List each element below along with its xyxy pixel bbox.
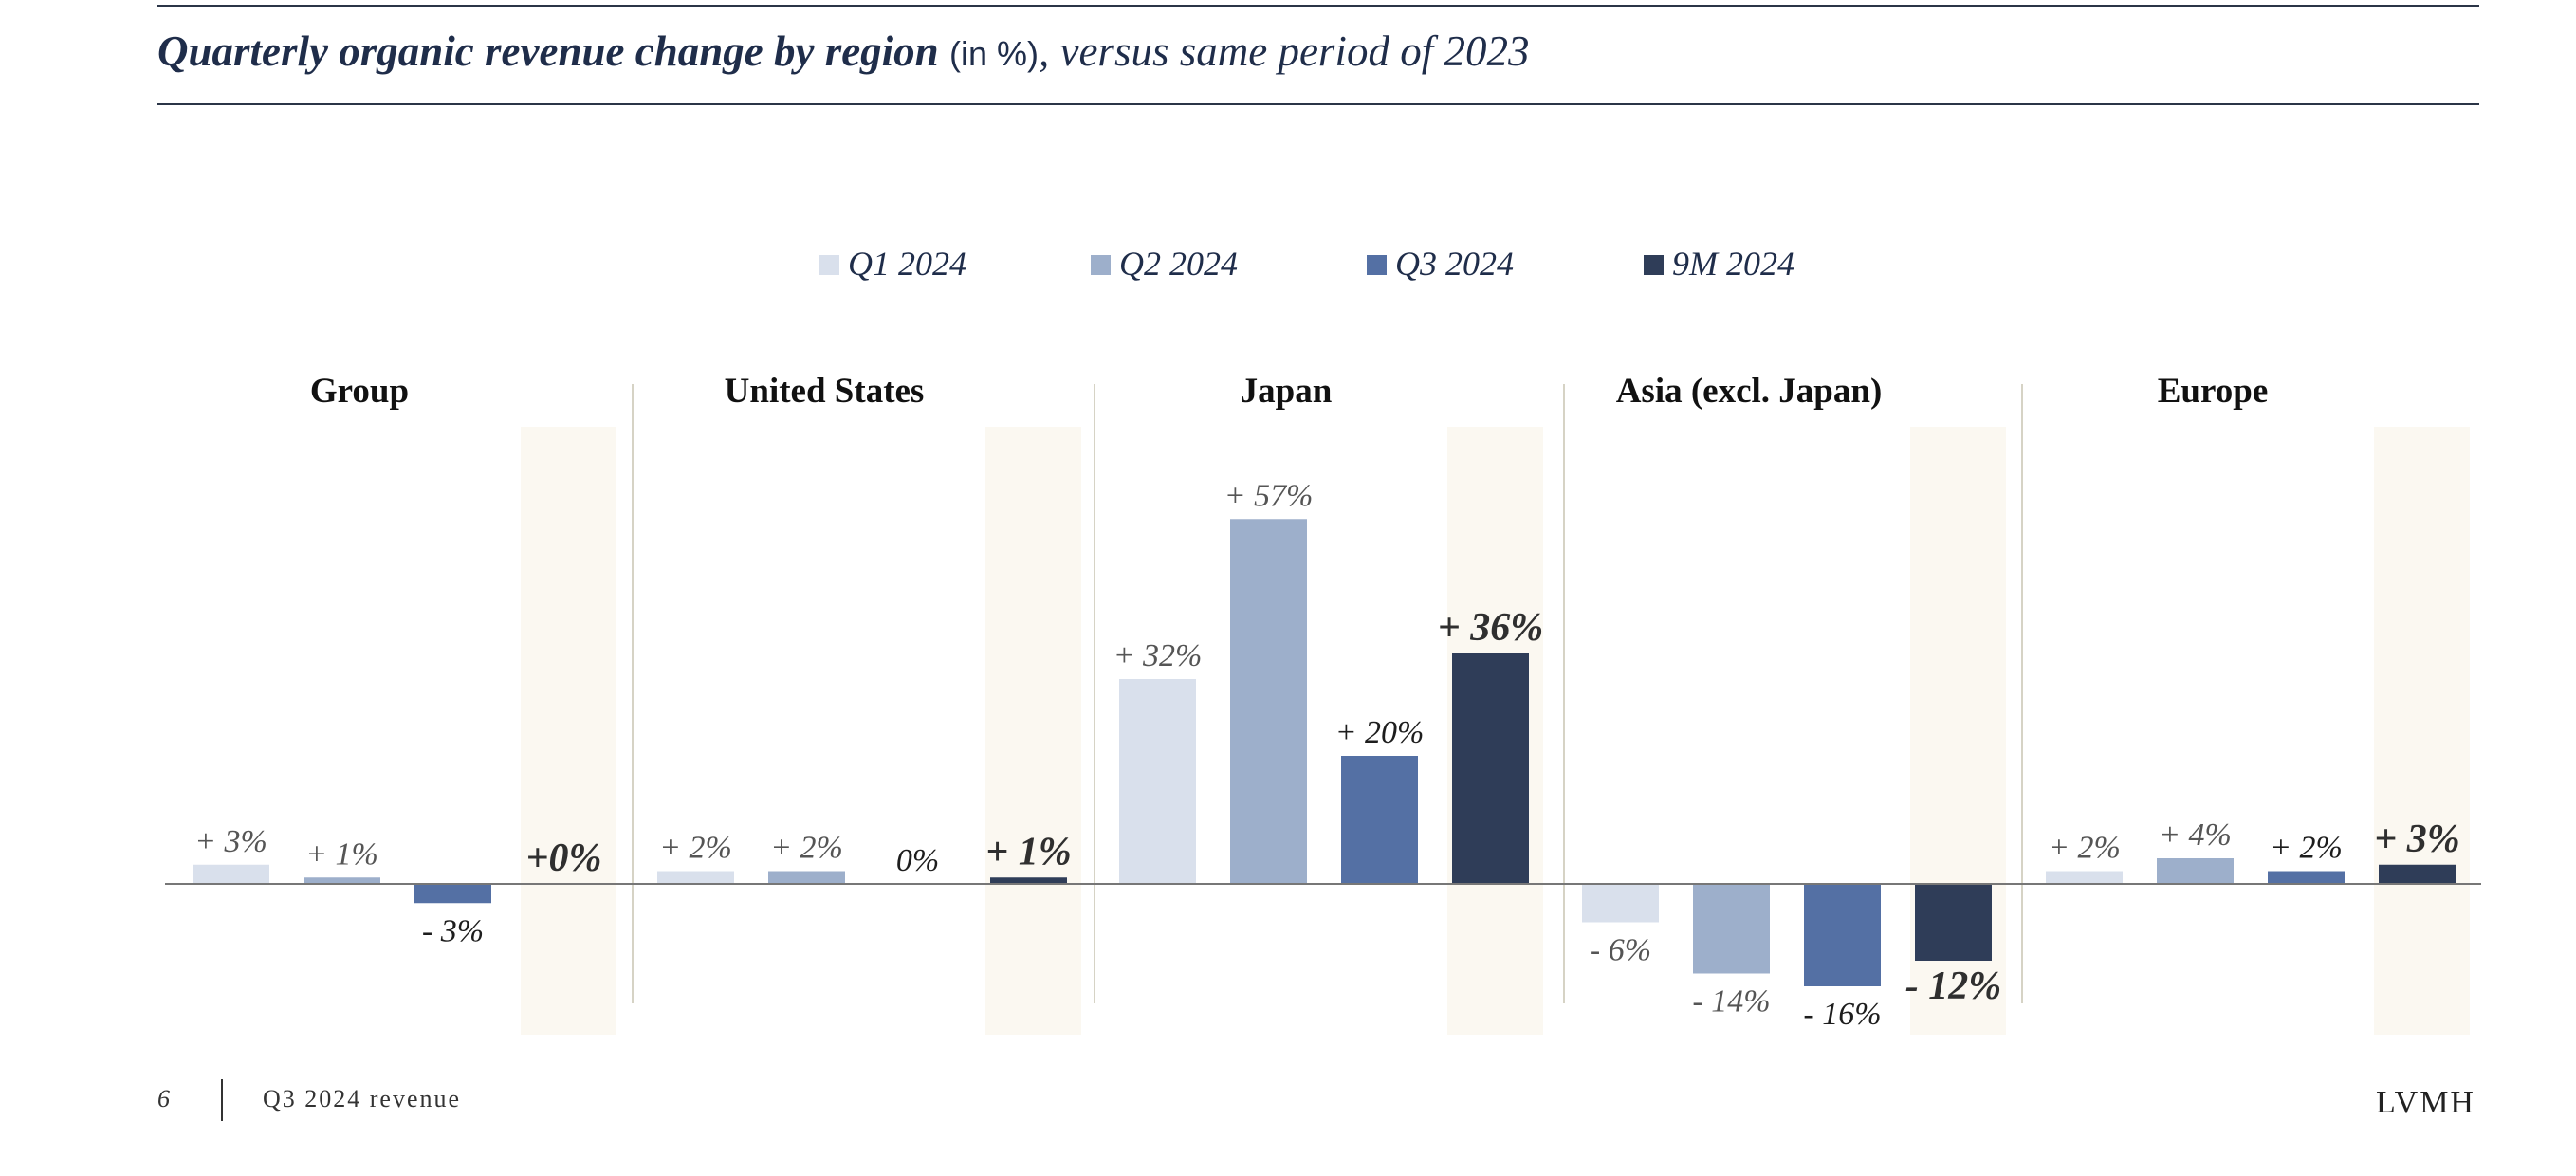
bar-japan-9m-2024 (1452, 653, 1529, 884)
title-underline (157, 103, 2479, 105)
data-label-united-states-q2-2024: + 2% (770, 831, 843, 866)
legend-label-q3-2024: Q3 2024 (1395, 245, 1514, 283)
data-label-japan-q3-2024: + 20% (1335, 715, 1425, 750)
bar-japan-q3-2024 (1341, 756, 1418, 884)
bar-asia-excl-japan-q2-2024 (1693, 884, 1770, 974)
title-subtitle: , versus same period of 2023 (1038, 28, 1530, 75)
data-label-united-states-9m-2024: + 1% (985, 830, 1071, 873)
data-label-europe-q2-2024: + 4% (2159, 818, 2232, 853)
bar-united-states-9m-2024 (990, 877, 1067, 884)
data-label-asia-excl-japan-q3-2024: - 16% (1803, 997, 1881, 1032)
title-unit: (in %) (948, 34, 1039, 73)
data-label-united-states-q1-2024: + 2% (659, 831, 732, 866)
bar-group-q2-2024 (304, 877, 380, 884)
bar-asia-excl-japan-q3-2024 (1804, 884, 1881, 986)
bar-group-q3-2024 (414, 884, 491, 904)
brand-logo: LVMH (2376, 1085, 2475, 1120)
highlight-column-united-states (985, 427, 1081, 1035)
legend-label-9m-2024: 9M 2024 (1672, 245, 1794, 283)
legend-swatch-9m-2024 (1644, 255, 1664, 275)
data-label-group-q3-2024: - 3% (422, 913, 484, 948)
legend-swatch-q1-2024 (819, 255, 839, 275)
bar-asia-excl-japan-9m-2024 (1915, 884, 1992, 961)
data-label-japan-q1-2024: + 32% (1113, 638, 1203, 673)
bar-asia-excl-japan-q1-2024 (1582, 884, 1659, 923)
highlight-column-group (521, 427, 616, 1035)
bar-united-states-q2-2024 (768, 871, 845, 884)
legend-swatch-q2-2024 (1091, 255, 1111, 275)
data-label-united-states-q3-2024: 0% (896, 843, 939, 878)
category-title-europe: Europe (2158, 372, 2269, 411)
category-title-japan: Japan (1241, 372, 1333, 411)
page-number: 6 (157, 1085, 170, 1112)
data-label-group-9m-2024: +0% (526, 836, 602, 880)
category-title-united-states: United States (725, 372, 925, 411)
bar-united-states-q1-2024 (657, 871, 734, 884)
bar-japan-q2-2024 (1230, 519, 1307, 884)
data-label-europe-q1-2024: + 2% (2048, 831, 2121, 866)
bar-europe-q3-2024 (2268, 871, 2345, 884)
footer-divider (221, 1079, 223, 1121)
chart-title: Quarterly organic revenue change by regi… (157, 27, 1529, 76)
top-rule (157, 5, 2479, 7)
data-label-japan-9m-2024: + 36% (1438, 606, 1543, 650)
data-label-asia-excl-japan-q2-2024: - 14% (1692, 984, 1770, 1020)
data-label-europe-9m-2024: + 3% (2374, 818, 2459, 861)
highlight-column-europe (2374, 427, 2470, 1035)
legend-label-q1-2024: Q1 2024 (848, 245, 966, 283)
bar-europe-q1-2024 (2046, 871, 2123, 884)
data-label-japan-q2-2024: + 57% (1224, 478, 1314, 513)
data-label-group-q1-2024: + 3% (194, 824, 267, 859)
data-label-asia-excl-japan-q1-2024: - 6% (1590, 933, 1651, 968)
legend-label-q2-2024: Q2 2024 (1119, 245, 1238, 283)
bar-japan-q1-2024 (1119, 679, 1196, 884)
data-label-group-q2-2024: + 1% (305, 836, 378, 872)
category-title-group: Group (310, 372, 409, 411)
legend-swatch-q3-2024 (1367, 255, 1387, 275)
bar-europe-q2-2024 (2157, 858, 2234, 884)
bar-group-q1-2024 (193, 864, 269, 884)
data-label-europe-q3-2024: + 2% (2270, 831, 2343, 866)
data-label-asia-excl-japan-9m-2024: - 12% (1905, 965, 2001, 1008)
bar-europe-9m-2024 (2379, 864, 2456, 884)
footer-document-title: Q3 2024 revenue (263, 1085, 462, 1112)
title-main: Quarterly organic revenue change by regi… (157, 28, 939, 75)
category-title-asia-excl-japan: Asia (excl. Japan) (1616, 372, 1883, 411)
